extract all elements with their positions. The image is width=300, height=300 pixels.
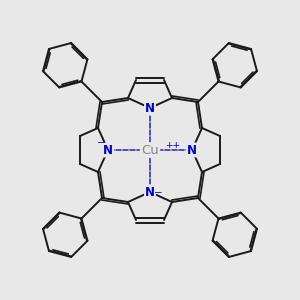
- Text: N: N: [187, 143, 197, 157]
- Text: N: N: [145, 185, 155, 199]
- Text: N: N: [103, 143, 113, 157]
- Text: −: −: [97, 138, 105, 148]
- Text: ++: ++: [165, 142, 180, 151]
- Text: N: N: [145, 101, 155, 115]
- Text: Cu: Cu: [141, 143, 159, 157]
- Text: −: −: [154, 188, 162, 198]
